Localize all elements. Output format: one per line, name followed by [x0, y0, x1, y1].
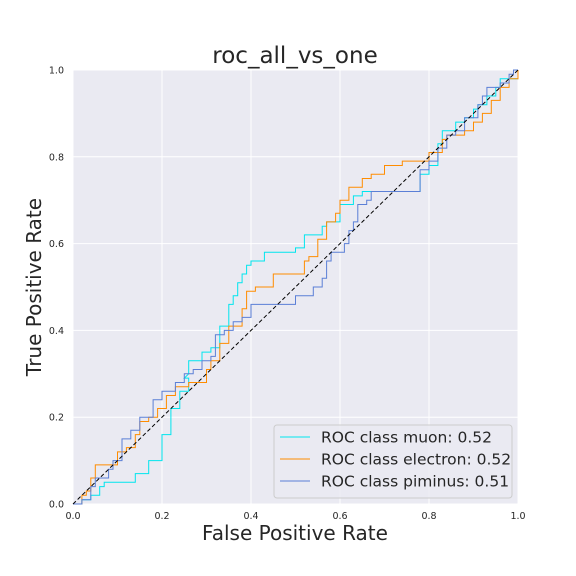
legend-label: ROC class piminus: 0.51	[321, 473, 509, 491]
y-tick-label: 0.6	[49, 239, 64, 250]
y-tick-label: 0.0	[49, 500, 64, 511]
legend-label: ROC class electron: 0.52	[321, 451, 511, 469]
x-tick-label: 0.0	[65, 511, 80, 522]
x-axis-label: False Positive Rate	[202, 521, 388, 545]
x-tick-label: 0.4	[243, 511, 258, 522]
x-tick-label: 0.8	[421, 511, 436, 522]
y-axis-label: True Positive Rate	[22, 198, 46, 377]
series-lines	[72, 69, 519, 505]
legend: ROC class muon: 0.52 ROC class electron: …	[273, 424, 513, 499]
chart-title: roc_all_vs_one	[212, 43, 377, 69]
roc-line-series-2	[73, 69, 518, 505]
y-tick-label: 1.0	[49, 66, 64, 77]
y-tick-label: 0.4	[49, 326, 64, 337]
legend-label: ROC class muon: 0.52	[321, 429, 492, 447]
legend-entries: ROC class muon: 0.52 ROC class electron: …	[280, 429, 511, 491]
legend-box	[273, 424, 513, 499]
tick-labels: 0.0 0.2 0.4 0.6 0.8 1.0 0.0 0.2 0.4 0.6 0.8 1.0	[49, 66, 526, 523]
x-tick-label: 1.0	[510, 511, 525, 522]
y-tick-label: 0.2	[49, 413, 64, 424]
roc-line-series-0	[73, 70, 519, 505]
x-tick-label: 0.2	[154, 511, 169, 522]
x-tick-label: 0.6	[332, 511, 347, 522]
y-tick-label: 0.8	[49, 152, 64, 163]
